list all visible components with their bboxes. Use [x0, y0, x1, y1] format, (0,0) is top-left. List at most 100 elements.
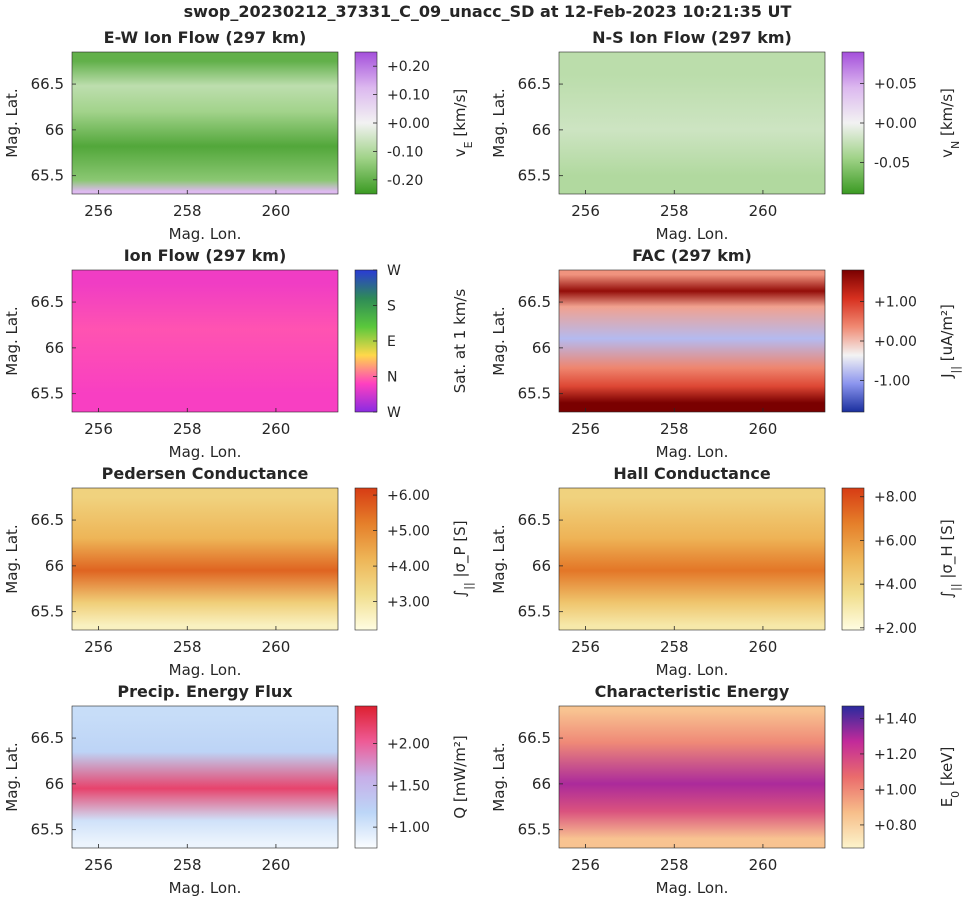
colorbar-tick-label: +6.00	[874, 533, 917, 549]
x-tick-label: 260	[749, 420, 778, 438]
chart-title: Characteristic Energy	[595, 682, 790, 701]
colorbar	[841, 705, 865, 849]
colorbar-tick-label: +0.00	[387, 116, 430, 132]
panel-ion: Ion Flow (297 km) 66.5 66 65.5 256 258 260 Mag.…	[0, 242, 487, 461]
panel-flux: Precip. Energy Flux 66.5 66 65.5 256 258 260 Ma…	[0, 678, 487, 897]
y-tick-label: 66	[532, 557, 551, 575]
x-axis-label: Mag. Lon.	[656, 225, 729, 243]
x-tick-label: 258	[173, 202, 202, 220]
x-axis-label: Mag. Lon.	[169, 879, 242, 897]
x-tick-label: 258	[173, 856, 202, 874]
colorbar-label: ∫|| |σ_H [S]	[938, 519, 962, 598]
colorbar-tick-label: +0.20	[387, 59, 430, 75]
x-tick-label: 260	[262, 420, 291, 438]
x-axis-label: Mag. Lon.	[169, 443, 242, 461]
plot-frame	[558, 269, 826, 413]
colorbar-tick-label: -1.00	[874, 373, 910, 389]
colorbar-tick-label: +1.20	[874, 747, 917, 763]
colorbar-tick-label: +0.05	[874, 77, 917, 93]
colorbar-tick-label: +1.50	[387, 778, 430, 794]
y-axis-label: Mag. Lat.	[490, 524, 508, 593]
colorbar-tick-label: N	[387, 370, 397, 386]
x-tick-label: 260	[749, 856, 778, 874]
heatmap-field	[559, 488, 825, 630]
y-tick-label: 65.5	[518, 385, 551, 403]
heatmap-field	[72, 52, 338, 194]
colorbar-tick-label: E	[387, 334, 396, 350]
colorbar-tick-label: +1.00	[874, 782, 917, 798]
y-tick-label: 65.5	[31, 821, 64, 839]
y-tick-label: 66.5	[518, 293, 551, 311]
colorbar-tick-label: S	[387, 299, 396, 315]
y-tick-label: 66	[532, 775, 551, 793]
y-tick-label: 65.5	[518, 821, 551, 839]
colorbar-label: J|| [uA/m²]	[938, 304, 962, 379]
y-axis-label: Mag. Lat.	[3, 524, 21, 593]
panel-hall: Hall Conductance 66.5 66 65.5 256 258 260 Mag. …	[487, 460, 974, 679]
plot-frame	[558, 487, 826, 631]
colorbar-label: Q [mW/m²]	[451, 735, 469, 818]
colorbar-label: Sat. at 1 km/s	[451, 289, 469, 394]
colorbar-tick-label: +3.00	[387, 595, 430, 611]
x-tick-label: 258	[660, 202, 689, 220]
y-tick-label: 66	[45, 557, 64, 575]
plot-frame	[71, 705, 339, 849]
colorbar-tick-label: +6.00	[387, 488, 430, 504]
figure-title: swop_20230212_37331_C_09_unacc_SD at 12-…	[183, 2, 792, 21]
panel-ped: Pedersen Conductance 66.5 66 65.5 256 258 260 M…	[0, 460, 487, 679]
y-tick-label: 65.5	[31, 167, 64, 185]
colorbar	[354, 487, 378, 631]
colorbar-tick-label: -0.05	[874, 155, 910, 171]
y-tick-label: 65.5	[31, 385, 64, 403]
y-tick-label: 66	[532, 339, 551, 357]
chart-flux: Precip. Energy Flux 66.5 66 65.5 256 258 260 Ma…	[3, 682, 469, 897]
y-tick-label: 66.5	[31, 75, 64, 93]
chart-ns: N-S Ion Flow (297 km) 66.5 66 65.5 256 258 260…	[490, 28, 962, 243]
y-tick-label: 66.5	[518, 729, 551, 747]
heatmap-field	[72, 706, 338, 848]
heatmap-field	[559, 706, 825, 848]
heatmap-field	[72, 488, 338, 630]
y-tick-label: 66.5	[518, 511, 551, 529]
x-tick-label: 260	[262, 202, 291, 220]
chart-title: Precip. Energy Flux	[117, 682, 293, 701]
y-tick-label: 66	[45, 775, 64, 793]
x-tick-label: 256	[571, 638, 600, 656]
panel-ns: N-S Ion Flow (297 km) 66.5 66 65.5 256 258 260…	[487, 24, 974, 243]
colorbar-label: E0 [keV]	[938, 747, 962, 808]
colorbar-label: vE [km/s]	[451, 89, 475, 157]
y-axis-label: Mag. Lat.	[3, 306, 21, 375]
x-tick-label: 256	[571, 420, 600, 438]
colorbar-tick-label: +1.00	[387, 820, 430, 836]
y-tick-label: 66.5	[31, 293, 64, 311]
y-axis-label: Mag. Lat.	[490, 88, 508, 157]
plot-frame	[558, 51, 826, 195]
x-tick-label: 260	[749, 638, 778, 656]
colorbar-tick-label: +0.00	[874, 116, 917, 132]
chart-ion: Ion Flow (297 km) 66.5 66 65.5 256 258 260 Mag.…	[3, 246, 469, 461]
plot-frame	[71, 51, 339, 195]
panel-ew: E-W Ion Flow (297 km) 66.5 66 65.5 256 258 260…	[0, 24, 487, 243]
y-axis-label: Mag. Lat.	[490, 306, 508, 375]
x-tick-label: 258	[173, 638, 202, 656]
chart-title: N-S Ion Flow (297 km)	[592, 28, 792, 47]
chart-title: Pedersen Conductance	[102, 464, 309, 483]
y-tick-label: 66.5	[31, 729, 64, 747]
chart-hall: Hall Conductance 66.5 66 65.5 256 258 260 Mag. …	[490, 464, 962, 679]
y-tick-label: 66.5	[518, 75, 551, 93]
y-tick-label: 65.5	[518, 167, 551, 185]
chart-ped: Pedersen Conductance 66.5 66 65.5 256 258 260 M…	[3, 464, 475, 679]
x-tick-label: 256	[571, 856, 600, 874]
colorbar-tick-label: +0.00	[874, 334, 917, 350]
x-tick-label: 260	[262, 638, 291, 656]
colorbar-tick-label: +4.00	[387, 559, 430, 575]
colorbar-tick-label: +1.40	[874, 711, 917, 727]
x-tick-label: 258	[660, 638, 689, 656]
colorbar-tick-label: -0.20	[387, 173, 423, 189]
chart-fac: FAC (297 km) 66.5 66 65.5 256 258 260 Mag. Lon.…	[490, 246, 962, 461]
colorbar-tick-label: +2.00	[874, 621, 917, 637]
colorbar-tick-label: +5.00	[387, 524, 430, 540]
colorbar-tick-label: +0.80	[874, 818, 917, 834]
plot-frame	[71, 487, 339, 631]
x-axis-label: Mag. Lon.	[656, 879, 729, 897]
